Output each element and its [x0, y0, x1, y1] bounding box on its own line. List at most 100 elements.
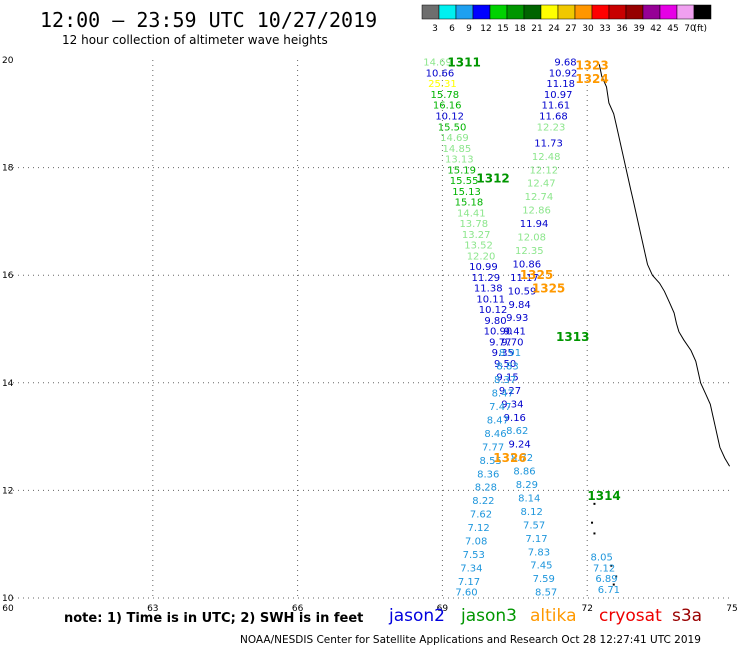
wave-height-label: 14.69 [440, 133, 469, 144]
wave-height-label: 14.85 [443, 144, 472, 155]
wave-height-label: 7.53 [463, 550, 485, 561]
coastline [598, 64, 731, 467]
wave-height-label: 8.46 [484, 429, 506, 440]
legend-unit-label: (ft) [693, 24, 707, 34]
wave-height-label: 8.14 [518, 493, 540, 504]
wave-height-label: 15.50 [438, 122, 467, 133]
wave-height-label: 12.86 [522, 206, 551, 217]
legend-bin-label: 24 [548, 24, 560, 34]
wave-height-label: 6.71 [598, 585, 620, 596]
wave-height-label: 11.94 [520, 219, 549, 230]
wave-height-label: 9.34 [501, 399, 523, 410]
wave-height-label: 7.57 [523, 520, 545, 531]
wave-height-label: 6.89 [595, 574, 617, 585]
legend-swatch [676, 4, 695, 20]
pass-number-label: 1323 [575, 58, 608, 72]
legend-satellite-altika: altika [530, 606, 577, 626]
x-tick-label: 60 [2, 604, 14, 614]
pass-number-label: 1325 [532, 282, 565, 296]
wave-height-label: 8.83 [496, 362, 518, 373]
x-tick-label: 72 [581, 604, 592, 614]
wave-height-label: 8.22 [472, 496, 494, 507]
wave-height-label: 12.74 [525, 192, 554, 203]
island-dot [593, 502, 596, 505]
legend-swatch [591, 4, 610, 20]
legend-satellite-s3a: s3a [672, 606, 703, 626]
y-tick-label: 18 [2, 164, 14, 174]
pass-number-label: 1324 [575, 72, 608, 86]
wave-height-label: 7.77 [482, 442, 504, 453]
x-tick-label: 63 [147, 604, 158, 614]
wave-height-label: 25.31 [428, 79, 457, 90]
y-tick-label: 12 [2, 486, 13, 496]
footer-credit: NOAA/NESDIS Center for Satellite Applica… [240, 634, 701, 646]
legend-swatch [438, 4, 457, 20]
wave-height-label: 15.78 [430, 90, 459, 101]
wave-height-label: 15.19 [447, 165, 476, 176]
wave-height-label: 11.18 [546, 79, 575, 90]
legend-bin-label: 30 [582, 24, 594, 34]
legend-swatch [540, 4, 559, 20]
island-dot [593, 532, 596, 535]
wave-height-label: 9.70 [501, 337, 523, 348]
wave-height-label: 10.59 [508, 286, 537, 297]
island-dot [612, 583, 615, 586]
wave-height-label: 9.77 [489, 337, 511, 348]
wave-height-label: 8.12 [521, 507, 543, 518]
legend-swatch [625, 4, 644, 20]
island-dot [591, 521, 594, 524]
wave-height-label: 10.90 [484, 327, 513, 338]
y-tick-label: 20 [2, 56, 14, 66]
wave-height-label: 13.78 [459, 219, 488, 230]
legend-bin-label: 45 [667, 24, 678, 34]
wave-height-label: 8.47 [487, 415, 509, 426]
island-dot [615, 575, 618, 578]
pass-number-label: 1312 [476, 171, 509, 185]
legend-bin-label: 15 [497, 24, 508, 34]
wave-height-label: 12.23 [537, 122, 566, 133]
pass-number-label: 1314 [587, 489, 620, 503]
wave-height-label: 10.86 [513, 259, 542, 270]
legend-bin-label: 18 [514, 24, 526, 34]
wave-height-label: 9.16 [504, 413, 526, 424]
wave-height-label: 7.17 [525, 534, 547, 545]
wave-height-label: 8.55 [480, 456, 502, 467]
wave-height-label: 8.72 [511, 453, 533, 464]
wave-height-label: 9.50 [494, 359, 516, 370]
wave-height-label: 8.36 [477, 469, 499, 480]
wave-height-label: 9.80 [484, 316, 506, 327]
pass-number-label: 1313 [556, 330, 589, 344]
legend-swatch [455, 4, 474, 20]
legend-swatch [693, 4, 712, 20]
island-dot [610, 564, 613, 567]
y-tick-label: 16 [2, 271, 14, 281]
wave-height-label: 7.47 [489, 402, 511, 413]
wave-height-label: 7.08 [465, 537, 487, 548]
wave-height-label: 10.97 [544, 90, 573, 101]
wave-height-label: 9.41 [504, 327, 526, 338]
legend-satellite-jason2: jason2 [389, 606, 445, 626]
y-tick-label: 14 [2, 379, 14, 389]
wave-height-label: 9.15 [496, 372, 518, 383]
wave-height-label: 11.73 [534, 138, 563, 149]
wave-height-label: 13.13 [445, 155, 474, 166]
wave-height-label: 9.24 [508, 440, 530, 451]
wave-height-label: 12.47 [527, 179, 556, 190]
wave-height-label: 12.08 [517, 233, 546, 244]
page-title: 12:00 – 23:59 UTC 10/27/2019 [40, 8, 378, 32]
wave-height-label: 8.62 [506, 426, 528, 437]
wave-height-label: 7.60 [455, 588, 477, 599]
legend-bin-label: 9 [466, 24, 472, 34]
footer-note: note: 1) Time is in UTC; 2) SWH is in fe… [64, 611, 364, 626]
wave-height-label: 9.27 [499, 386, 521, 397]
x-tick-label: 75 [726, 604, 737, 614]
legend-swatch [506, 4, 525, 20]
wave-height-label: 11.29 [472, 273, 501, 284]
legend-swatch [489, 4, 508, 20]
wave-height-label: 10.12 [479, 305, 508, 316]
wave-height-label: 8.91 [499, 348, 521, 359]
pass-number-label: 1311 [447, 56, 480, 70]
legend-bin-label: 27 [565, 24, 576, 34]
legend-bin-label: 6 [449, 24, 455, 34]
legend-swatch [472, 4, 491, 20]
